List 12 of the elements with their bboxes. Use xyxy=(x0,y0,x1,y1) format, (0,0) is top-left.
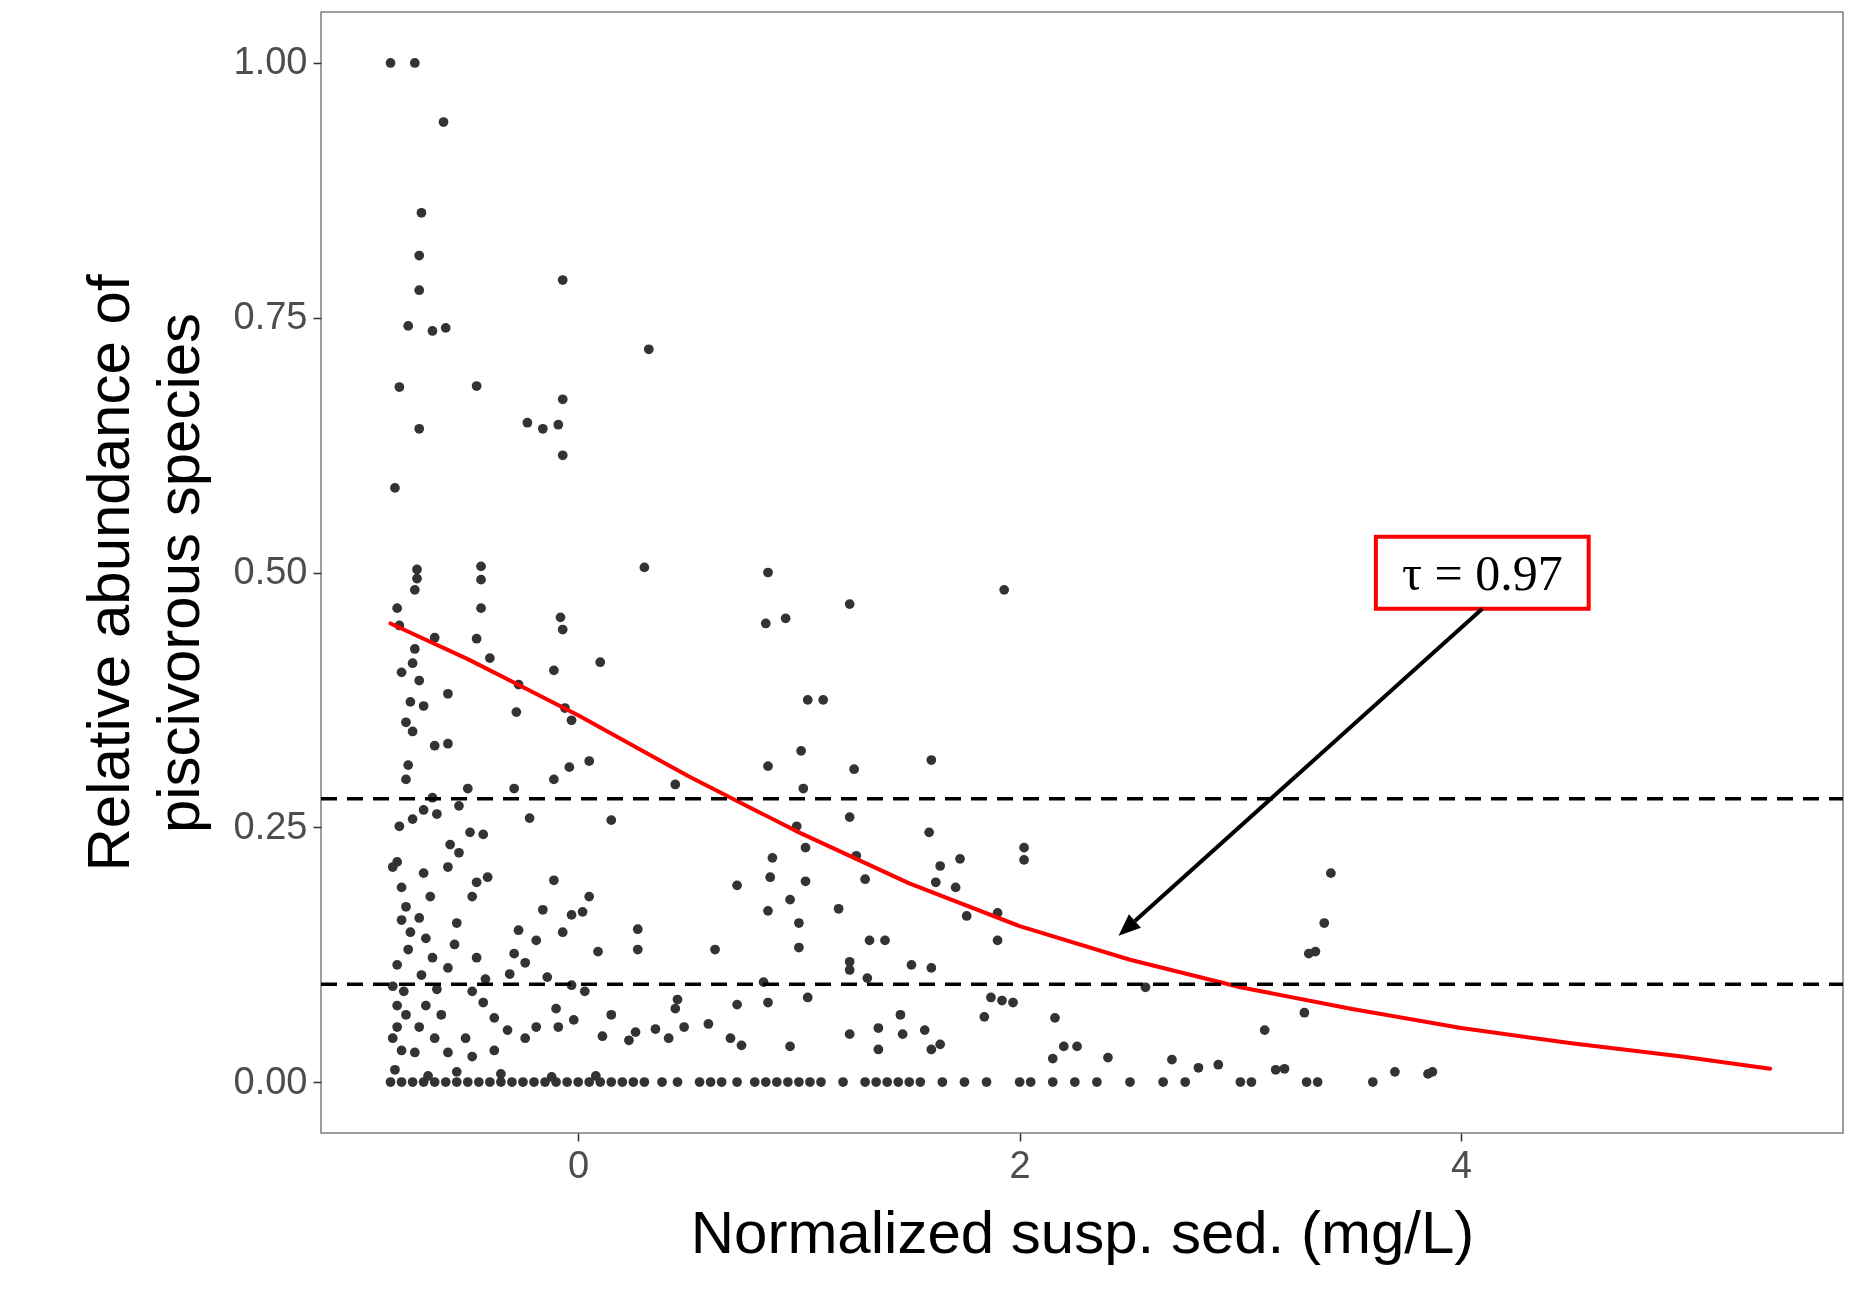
y-tick-label: 0.25 xyxy=(233,804,308,847)
x-tick-label: 4 xyxy=(1451,1143,1473,1186)
x-axis-title: Normalized susp. sed. (mg/L) xyxy=(690,1198,1475,1266)
y-tick-label: 0.50 xyxy=(233,550,308,592)
y-tick-label: 0.75 xyxy=(233,295,308,338)
x-tick-label: 0 xyxy=(568,1143,590,1186)
x-tick-label: 2 xyxy=(1009,1143,1031,1186)
line-series xyxy=(388,621,1773,1071)
y-axis-title: Relative abundance of piscivorous species xyxy=(74,274,212,872)
y-tick-label: 0.00 xyxy=(233,1059,308,1102)
annotation: τ = 0.97 xyxy=(1401,544,1563,601)
y-tick-label: 1.00 xyxy=(233,40,308,83)
